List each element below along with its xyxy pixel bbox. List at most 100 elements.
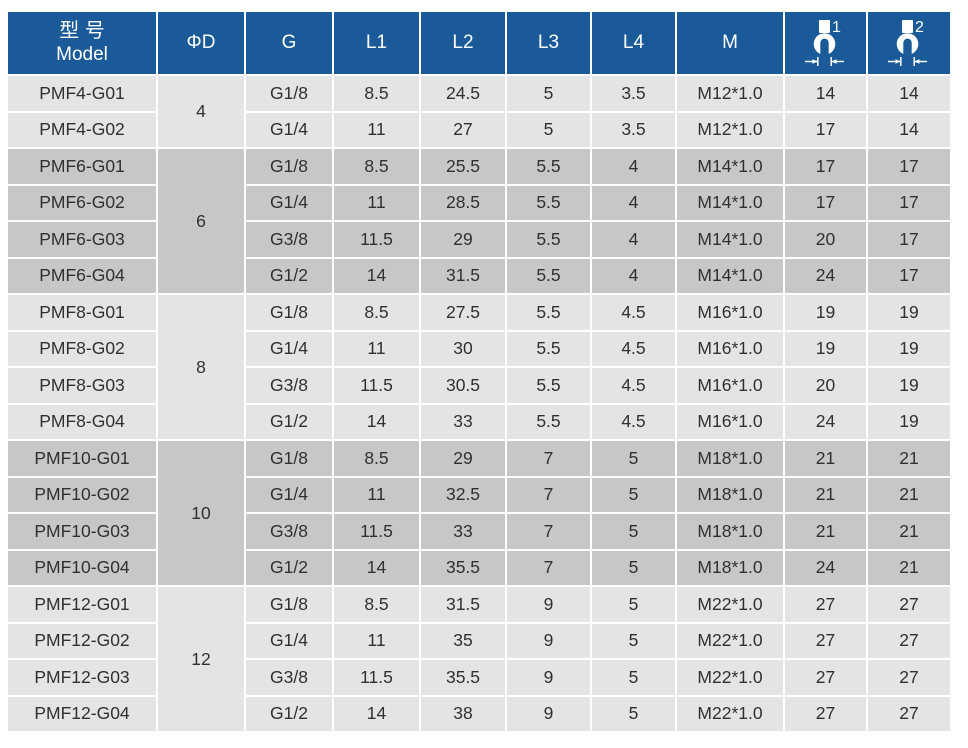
cell-l2: 25.5 — [421, 149, 505, 184]
cell-l2: 31.5 — [421, 587, 505, 622]
cell-wrench-2: 27 — [868, 660, 950, 695]
wrench-icon: 1 — [804, 19, 844, 66]
cell-g-thread: G1/4 — [246, 185, 332, 220]
cell-wrench-2: 19 — [868, 404, 950, 439]
wrench-1-superscript: 1 — [832, 19, 841, 36]
table-row: PMF10-G01 10 G1/8 8.5 29 7 5 M18*1.0 21 21 — [8, 441, 950, 585]
cell-l2: 30 — [421, 331, 505, 366]
cell-model: PMF12-G02 — [8, 623, 156, 658]
cell-model: PMF8-G01 — [8, 295, 156, 330]
cell-m-thread: M22*1.0 — [677, 587, 783, 622]
cell-wrench-2: 21 — [868, 477, 950, 512]
cell-m-thread: M16*1.0 — [677, 331, 783, 366]
cell-l2: 24.5 — [421, 76, 505, 111]
cell-l3: 7 — [507, 477, 590, 512]
cell-l2: 29 — [421, 441, 505, 476]
cell-diameter: 6 — [158, 149, 244, 293]
cell-model: PMF10-G01 — [8, 441, 156, 476]
cell-l1: 14 — [334, 696, 419, 731]
cell-l2: 28.5 — [421, 185, 505, 220]
table-row: PMF4-G02 G1/4 11 27 5 3.5 M12*1.0 17 14 — [8, 112, 950, 147]
header-model-zh: 型 号 — [59, 20, 105, 43]
header-m: M — [677, 12, 783, 74]
cell-wrench-2: 19 — [868, 295, 950, 330]
header-wrench-2: 2 — [868, 12, 950, 74]
cell-model: PMF10-G02 — [8, 477, 156, 512]
cell-wrench-1: 21 — [785, 477, 866, 512]
cell-l2: 31.5 — [421, 258, 505, 293]
cell-wrench-2: 19 — [868, 368, 950, 403]
cell-wrench-1: 27 — [785, 587, 866, 622]
cell-m-thread: M12*1.0 — [677, 112, 783, 147]
cell-wrench-1: 19 — [785, 295, 866, 330]
header-model-en: Model — [56, 44, 108, 66]
wrench-1-icon-box: 1 — [803, 19, 849, 67]
cell-wrench-2: 17 — [868, 222, 950, 257]
cell-g-thread: G1/4 — [246, 623, 332, 658]
cell-wrench-2: 27 — [868, 623, 950, 658]
cell-l1: 11 — [334, 477, 419, 512]
cell-model: PMF8-G02 — [8, 331, 156, 366]
cell-l1: 11.5 — [334, 368, 419, 403]
cell-wrench-1: 27 — [785, 623, 866, 658]
cell-l2: 27.5 — [421, 295, 505, 330]
cell-m-thread: M22*1.0 — [677, 696, 783, 731]
cell-wrench-1: 17 — [785, 112, 866, 147]
spec-table-header: 型 号 Model ΦD G L1 L2 L3 L4 M — [8, 12, 950, 74]
cell-l1: 11.5 — [334, 514, 419, 549]
cell-model: PMF6-G04 — [8, 258, 156, 293]
cell-wrench-1: 27 — [785, 696, 866, 731]
cell-wrench-2: 14 — [868, 112, 950, 147]
wrench-2-superscript: 2 — [915, 19, 924, 36]
cell-l4: 3.5 — [592, 76, 675, 111]
cell-model: PMF12-G01 — [8, 587, 156, 622]
table-row: PMF12-G01 12 G1/8 8.5 31.5 9 5 M22*1.0 27 27 — [8, 587, 950, 731]
cell-l2: 30.5 — [421, 368, 505, 403]
cell-l1: 11 — [334, 623, 419, 658]
cell-wrench-1: 24 — [785, 404, 866, 439]
cell-m-thread: M22*1.0 — [677, 660, 783, 695]
cell-l3: 5.5 — [507, 185, 590, 220]
cell-l3: 9 — [507, 587, 590, 622]
cell-model: PMF10-G04 — [8, 550, 156, 585]
cell-l3: 9 — [507, 660, 590, 695]
cell-m-thread: M16*1.0 — [677, 368, 783, 403]
cell-m-thread: M14*1.0 — [677, 149, 783, 184]
table-row: PMF8-G03 G3/8 11.5 30.5 5.5 4.5 M16*1.0 20 19 — [8, 368, 950, 403]
cell-l1: 11 — [334, 112, 419, 147]
cell-l3: 5.5 — [507, 368, 590, 403]
cell-l2: 33 — [421, 514, 505, 549]
cell-diameter: 8 — [158, 295, 244, 439]
cell-g-thread: G3/8 — [246, 660, 332, 695]
cell-wrench-1: 27 — [785, 660, 866, 695]
cell-l4: 5 — [592, 550, 675, 585]
cell-wrench-2: 17 — [868, 185, 950, 220]
cell-m-thread: M16*1.0 — [677, 295, 783, 330]
table-row: PMF12-G02 G1/4 11 35 9 5 M22*1.0 27 27 — [8, 623, 950, 658]
cell-diameter: 10 — [158, 441, 244, 585]
cell-model: PMF12-G03 — [8, 660, 156, 695]
cell-l2: 33 — [421, 404, 505, 439]
cell-g-thread: G1/8 — [246, 295, 332, 330]
cell-l4: 5 — [592, 623, 675, 658]
header-g: G — [246, 12, 332, 74]
cell-m-thread: M18*1.0 — [677, 550, 783, 585]
cell-model: PMF12-G04 — [8, 696, 156, 731]
cell-g-thread: G1/4 — [246, 331, 332, 366]
table-row: PMF6-G02 G1/4 11 28.5 5.5 4 M14*1.0 17 17 — [8, 185, 950, 220]
cell-l3: 7 — [507, 514, 590, 549]
header-wrench-1: 1 — [785, 12, 866, 74]
cell-wrench-1: 21 — [785, 514, 866, 549]
table-row: PMF8-G04 G1/2 14 33 5.5 4.5 M16*1.0 24 19 — [8, 404, 950, 439]
cell-model: PMF8-G04 — [8, 404, 156, 439]
cell-m-thread: M14*1.0 — [677, 258, 783, 293]
cell-l3: 9 — [507, 696, 590, 731]
table-row: PMF10-G04 G1/2 14 35.5 7 5 M18*1.0 24 21 — [8, 550, 950, 585]
cell-l4: 4 — [592, 185, 675, 220]
cell-wrench-2: 27 — [868, 587, 950, 622]
cell-g-thread: G3/8 — [246, 368, 332, 403]
cell-wrench-1: 24 — [785, 258, 866, 293]
cell-l3: 5.5 — [507, 258, 590, 293]
cell-l4: 5 — [592, 514, 675, 549]
cell-l3: 7 — [507, 441, 590, 476]
